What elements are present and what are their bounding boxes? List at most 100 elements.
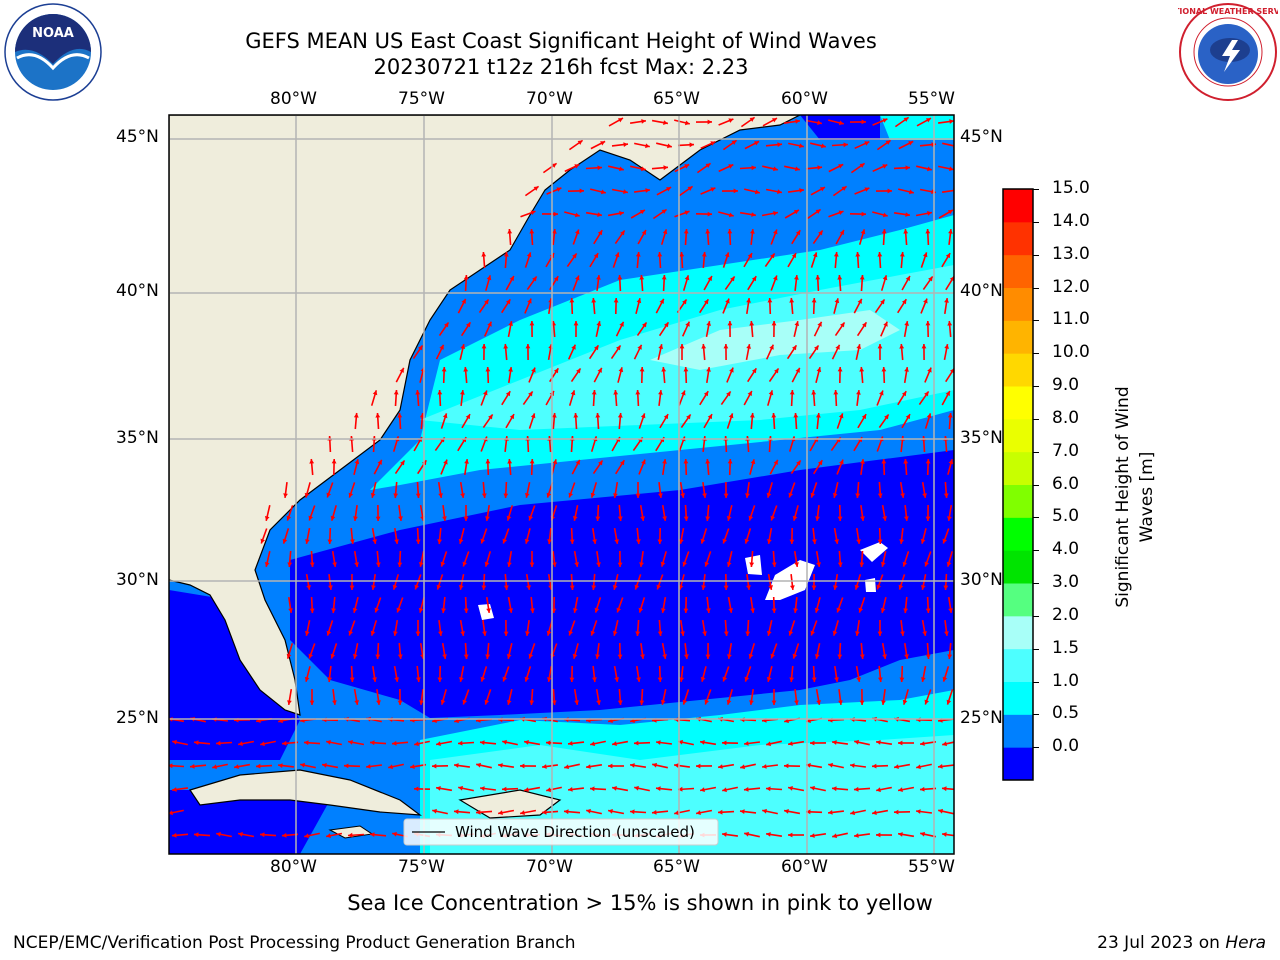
- wave-arrow-head: [331, 459, 337, 464]
- wave-arrow-head: [506, 515, 512, 521]
- wave-arrow-head: [812, 252, 818, 258]
- lon-tick-top: 65°W: [653, 89, 700, 109]
- wave-arrow-head: [877, 631, 883, 636]
- wave-arrow-head: [436, 741, 441, 746]
- wave-arrow-head: [304, 631, 310, 636]
- white-patch: [765, 560, 815, 600]
- wave-arrow-head: [843, 142, 848, 148]
- wave-arrow-head: [723, 631, 729, 636]
- colorbar-tick-label: 9.0: [1052, 375, 1080, 395]
- wave-arrow-head: [679, 252, 685, 257]
- wave-arrow-head: [656, 786, 661, 791]
- white-patch: [478, 604, 494, 620]
- wave-arrow-head: [641, 119, 646, 124]
- wave-arrow-head: [949, 368, 954, 374]
- wave-arrow-head: [744, 538, 750, 544]
- wave-arrow-head: [750, 229, 755, 234]
- wave-arrow-head: [841, 186, 847, 191]
- legend-label: Wind Wave Direction (unscaled): [455, 823, 695, 841]
- wave-arrow-head: [771, 562, 777, 567]
- colorbar-tick-mark: [1033, 418, 1039, 420]
- wave-arrow-head: [309, 459, 315, 464]
- wave-arrow-head: [706, 608, 711, 613]
- wave-arrow-head: [619, 166, 624, 172]
- wave-arrow-head: [701, 344, 707, 349]
- colorbar-tick-mark: [1033, 451, 1039, 453]
- wave-arrow-head: [899, 539, 904, 544]
- wave-arrow-head: [904, 321, 909, 326]
- wave-arrow-head: [661, 275, 667, 280]
- wave-arrow-head: [443, 459, 448, 465]
- colorbar-segment: [1003, 451, 1033, 485]
- wave-arrow-head: [833, 252, 839, 257]
- wave-arrow-head: [792, 515, 798, 521]
- wave-arrow-head: [860, 459, 865, 464]
- wave-arrow-head: [569, 298, 575, 303]
- wave-arrow-head: [674, 763, 679, 768]
- wave-arrow-head: [551, 700, 557, 705]
- wave-arrow-head: [796, 460, 801, 466]
- wave-arrow-head: [770, 515, 775, 521]
- wave-arrow-head: [486, 275, 492, 281]
- wave-arrow-head: [520, 810, 525, 815]
- colorbar-tick-mark: [1033, 681, 1039, 683]
- wave-arrow-head: [789, 677, 794, 682]
- wave-arrow-head: [234, 764, 239, 769]
- wave-arrow-head: [212, 764, 217, 770]
- wave-arrow-head: [832, 740, 837, 745]
- wave-arrow-head: [920, 786, 925, 792]
- wave-arrow-head: [572, 516, 578, 521]
- wave-arrow-head: [613, 493, 618, 498]
- wave-arrow-head: [327, 539, 333, 544]
- wave-arrow-head: [925, 459, 931, 464]
- wave-arrow-head: [348, 492, 354, 498]
- colorbar-tick-label: 15.0: [1052, 178, 1090, 198]
- wave-arrow-head: [920, 585, 926, 590]
- wave-arrow-head: [789, 539, 795, 544]
- wave-arrow-head: [308, 653, 313, 659]
- wave-arrow-head: [749, 117, 755, 122]
- white-patch: [860, 542, 888, 562]
- wave-arrow-head: [349, 677, 355, 682]
- wave-arrow-head: [905, 165, 910, 171]
- wave-arrow-head: [600, 141, 606, 146]
- wave-arrow-head: [503, 344, 509, 349]
- wave-arrow-head: [766, 676, 772, 682]
- wave-arrow-head: [630, 763, 635, 768]
- wave-arrow-head: [437, 539, 442, 544]
- white-patch: [865, 578, 876, 592]
- wave-arrow-head: [256, 763, 261, 769]
- wave-arrow-head: [898, 584, 904, 590]
- wave-arrow-head: [436, 786, 441, 791]
- wave-arrow-head: [903, 608, 908, 613]
- wave-arrow-head: [462, 699, 467, 705]
- wave-arrow-head: [397, 654, 403, 659]
- wave-arrow-head: [728, 118, 734, 123]
- wave-arrow-head: [641, 230, 646, 235]
- wave-arrow-head: [834, 677, 839, 682]
- wave-arrow-head: [816, 367, 822, 373]
- wave-arrow-head: [304, 833, 309, 839]
- wave-arrow-head: [944, 344, 949, 349]
- colorbar-segment: [1003, 418, 1033, 453]
- wave-arrow-head: [927, 367, 932, 373]
- wave-arrow-head: [418, 607, 424, 613]
- wave-arrow-head: [326, 833, 331, 838]
- wave-arrow-head: [529, 562, 535, 567]
- wave-arrow-head: [837, 654, 843, 659]
- wave-arrow-head: [524, 787, 529, 792]
- wave-arrow-head: [947, 516, 952, 521]
- wave-arrow-head: [662, 459, 667, 464]
- wave-arrow-head: [596, 700, 601, 705]
- wave-arrow-head: [928, 276, 933, 282]
- wave-arrow-head: [481, 585, 487, 590]
- colorbar-segment: [1003, 615, 1033, 650]
- wave-arrow-head: [861, 211, 866, 217]
- land-cuba: [189, 769, 423, 816]
- wave-arrow-head: [441, 608, 446, 613]
- colorbar-tick-label: 4.0: [1052, 539, 1080, 560]
- wave-arrow-head: [687, 186, 693, 191]
- wave-arrow-head: [634, 785, 639, 791]
- colorbar-segment: [1003, 714, 1033, 748]
- wave-arrow-head: [553, 368, 559, 374]
